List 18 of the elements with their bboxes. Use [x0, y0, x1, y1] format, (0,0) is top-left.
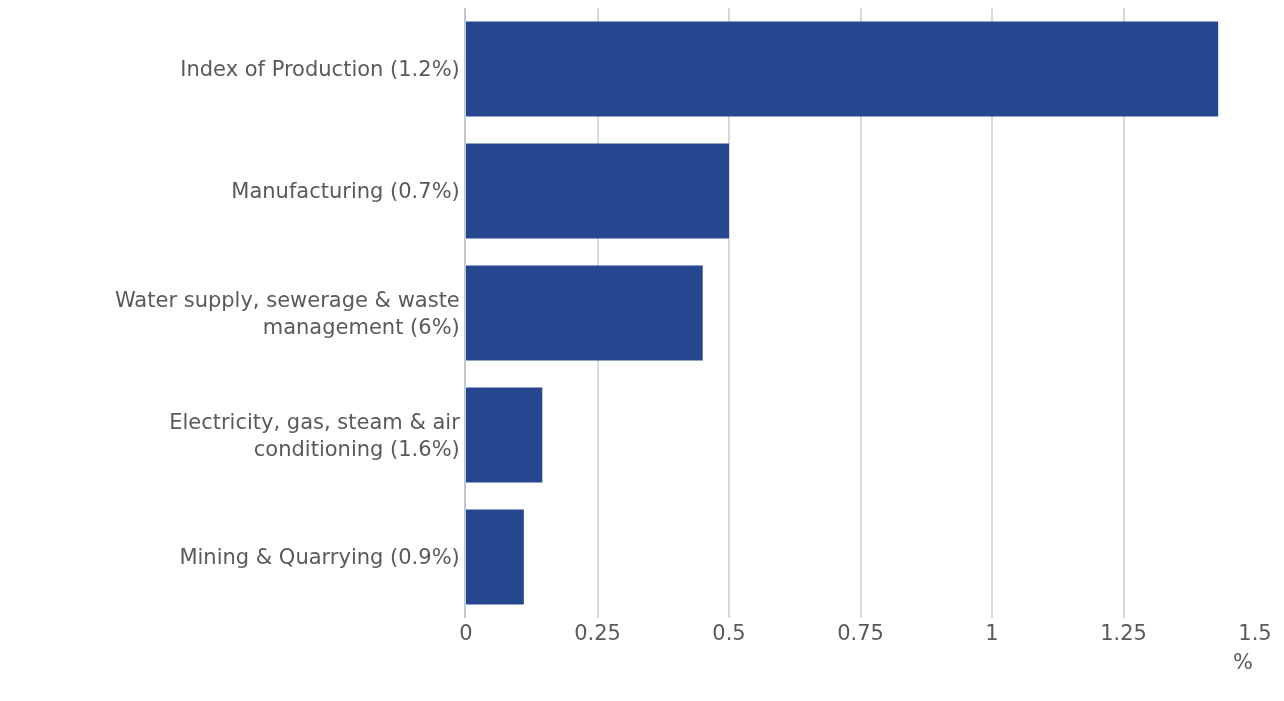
x-tick-label: 1 — [985, 621, 999, 645]
x-tick-label: 0.75 — [837, 621, 884, 645]
x-tick-label: 1.5 — [1238, 621, 1272, 645]
x-tick-label: 0.25 — [574, 621, 621, 645]
y-tick-label: Index of Production (1.2%) — [180, 57, 460, 82]
x-tick-label: 1.25 — [1100, 621, 1147, 645]
x-axis-title: % — [1233, 650, 1253, 675]
y-tick-label: Mining & Quarrying (0.9%) — [179, 545, 460, 570]
y-tick-label: Manufacturing (0.7%) — [231, 179, 460, 204]
bar — [466, 509, 524, 605]
x-tick-label: 0.5 — [712, 621, 746, 645]
y-tick-label: Water supply, sewerage & waste management (6%) — [114, 287, 460, 339]
bar — [466, 265, 703, 361]
bar — [466, 143, 729, 239]
bar — [466, 21, 1219, 117]
y-tick-label: Electricity, gas, steam & air conditioning (1.6%) — [169, 409, 461, 461]
x-tick-label: 0 — [459, 621, 473, 645]
bar — [466, 387, 543, 483]
